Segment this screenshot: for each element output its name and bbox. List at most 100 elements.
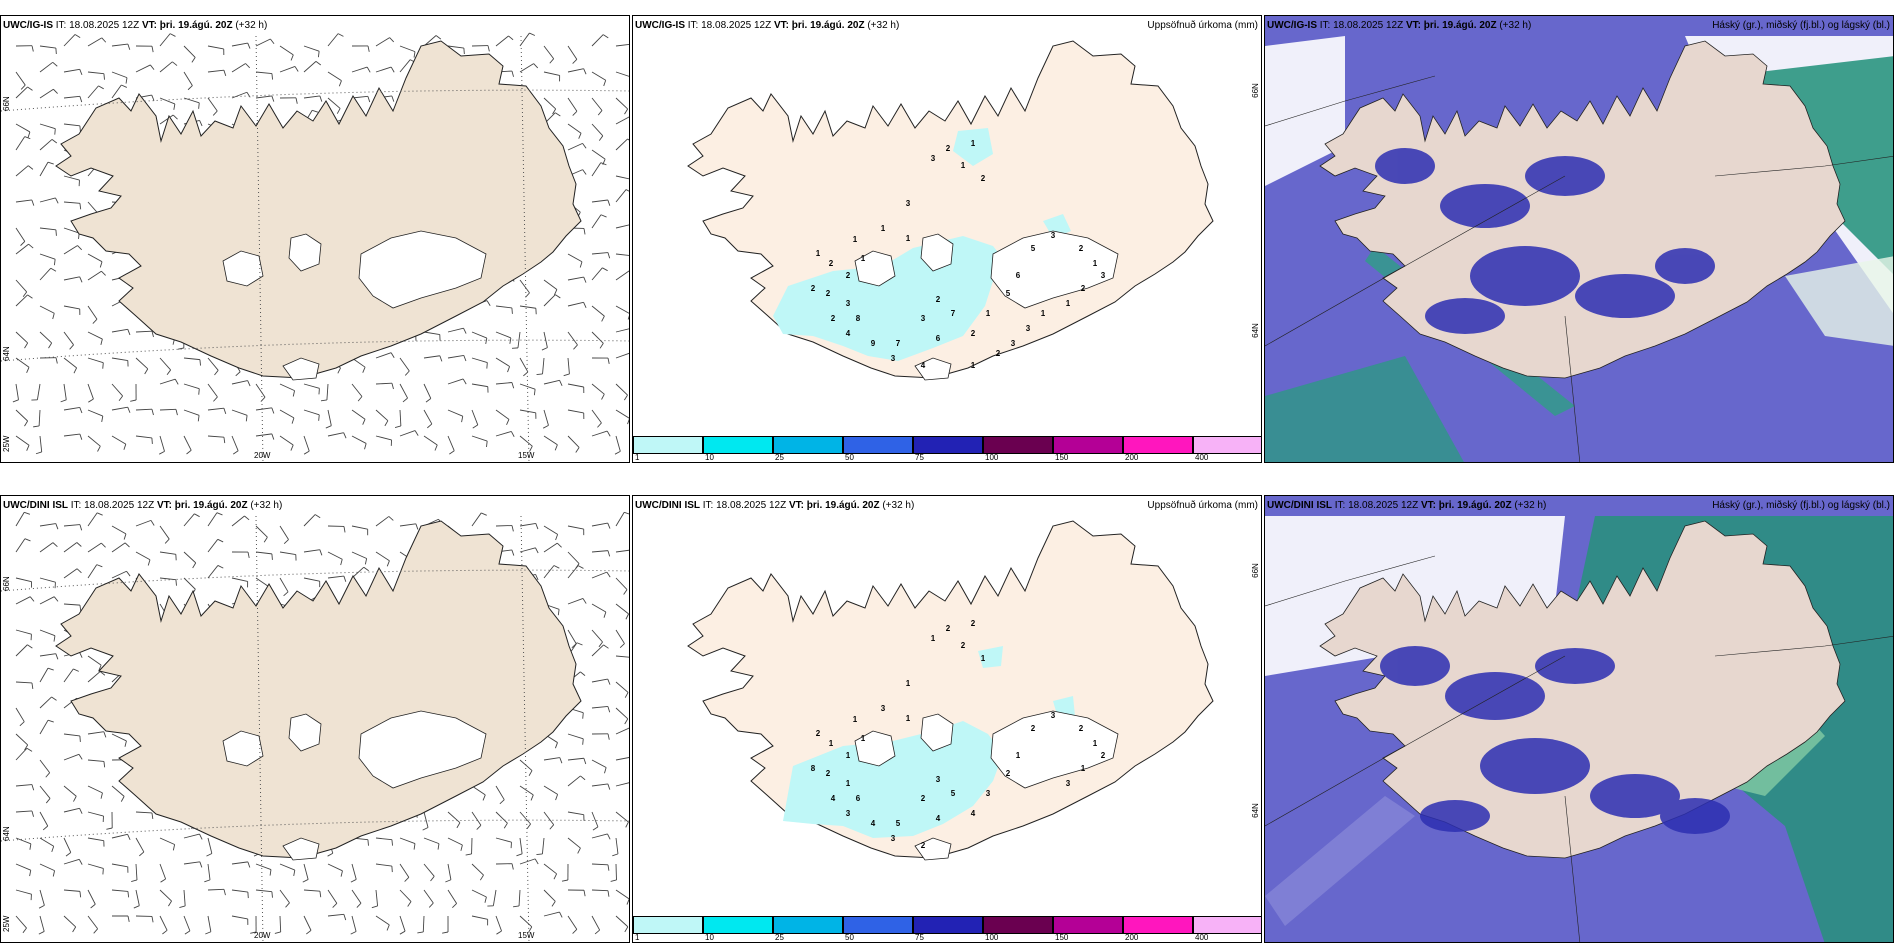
colorbar-tick-label: 1 [635, 933, 640, 942]
colorbar-tick-label: 25 [775, 453, 784, 462]
glacier [288, 713, 322, 752]
precip-colorbar [633, 916, 1261, 934]
precip-value-label: 8 [856, 314, 861, 323]
mid-cloud-patch [1470, 246, 1580, 306]
precip-value-label: 1 [971, 361, 976, 370]
glaciers [854, 710, 1119, 861]
colorbar-tick-label: 200 [1125, 933, 1139, 942]
lon-label-15w: 15W [518, 451, 535, 460]
lat-label-66n: 66N [1251, 83, 1261, 98]
precip-value-label: 3 [906, 199, 911, 208]
precip-value-label: 2 [946, 144, 951, 153]
precip-value-label: 6 [1016, 271, 1021, 280]
precip-value-label: 1 [1041, 309, 1046, 318]
colorbar-swatch [703, 916, 773, 934]
precip-value-label: 2 [921, 841, 926, 850]
cloud-panel-title: Háský (gr.), miðský (fj.bl.) og lágský (… [1712, 20, 1890, 31]
mid-cloud-patch [1535, 648, 1615, 684]
precip-value-label: 3 [1026, 324, 1031, 333]
precip-value-label: 2 [981, 174, 986, 183]
precip-value-label: 1 [1016, 751, 1021, 760]
precip-value-label: 2 [831, 314, 836, 323]
precip-value-label: 2 [826, 289, 831, 298]
mid-cloud-patch [1660, 798, 1730, 834]
precip-value-label: 6 [856, 794, 861, 803]
precip-panel-title: Uppsöfnuð úrkoma (mm) [1147, 20, 1258, 31]
colorbar-tick-label: 150 [1055, 453, 1069, 462]
lon-label-25w: 25W [2, 915, 11, 932]
precip-value-label: 1 [861, 254, 866, 263]
lat-label-66n: 66N [1251, 563, 1261, 578]
glacier [282, 837, 320, 861]
colorbar-swatch [1123, 916, 1193, 934]
mid-cloud-patch [1420, 800, 1490, 832]
map-projection-lines [1265, 75, 1893, 462]
precip-value-label: 1 [829, 739, 834, 748]
colorbar-tick-label: 100 [985, 453, 999, 462]
glacier [920, 233, 954, 272]
precip-value-label: 5 [1031, 244, 1036, 253]
precip-value-label: 3 [936, 775, 941, 784]
precip-areas [783, 646, 1075, 838]
precip-value-label: 2 [816, 729, 821, 738]
high-cloud-southwest [1265, 356, 1464, 462]
precip-area [978, 646, 1003, 668]
precip-area [953, 128, 993, 166]
precip-value-label: 2 [1079, 724, 1084, 733]
precip-value-label: 5 [896, 819, 901, 828]
thin-cloud-east [1785, 256, 1893, 346]
cloud-map-canvas [1265, 16, 1893, 462]
colorbar-tick-label: 150 [1055, 933, 1069, 942]
glacier [358, 230, 487, 309]
precip-value-label: 1 [981, 654, 986, 663]
colorbar-tick-label: 400 [1195, 453, 1209, 462]
colorbar-swatch [1193, 436, 1261, 454]
colorbar-tick-label: 50 [845, 453, 854, 462]
precip-value-label: 1 [853, 235, 858, 244]
colorbar-swatch [773, 916, 843, 934]
mid-cloud-patch [1655, 248, 1715, 284]
precip-value-label: 1 [931, 634, 936, 643]
lon-label-20w: 20W [254, 931, 271, 940]
precip-colorbar-ticks: 1 10 25 50 75 100 150 200 400 [633, 933, 1261, 942]
lat-label-64n: 64N [1251, 323, 1261, 338]
wind-map-canvas [1, 511, 629, 942]
glaciers [222, 710, 487, 861]
precip-value-label: 4 [871, 819, 876, 828]
precip-value-label: 1 [961, 161, 966, 170]
glacier [914, 837, 952, 861]
precip-colorbar-ticks: 1 10 25 50 75 100 150 200 400 [633, 453, 1261, 462]
precip-value-label: 1 [971, 139, 976, 148]
precip-value-label: 3 [1101, 271, 1106, 280]
precip-value-label: 1 [1093, 259, 1098, 268]
precip-value-label: 2 [1101, 751, 1106, 760]
precip-area [783, 721, 1003, 838]
lon-label-20w: 20W [254, 451, 271, 460]
precip-value-label: 2 [826, 769, 831, 778]
cloud-panel-title: Háský (gr.), miðský (fj.bl.) og lágský (… [1712, 500, 1890, 511]
precip-value-label: 1 [861, 734, 866, 743]
panel-header: UWC/IG-IS IT: 18.08.2025 12Z VT: þri. 19… [1267, 20, 1532, 31]
colorbar-tick-label: 75 [915, 453, 924, 462]
colorbar-swatch [703, 436, 773, 454]
glacier [282, 357, 320, 381]
precip-value-label: 1 [986, 309, 991, 318]
colorbar-tick-label: 50 [845, 933, 854, 942]
glacier [222, 730, 264, 767]
colorbar-swatch [1053, 916, 1123, 934]
precip-value-label: 3 [931, 154, 936, 163]
precip-value-label: 3 [1051, 711, 1056, 720]
precip-value-label: 4 [921, 361, 926, 370]
precip-value-label: 1 [816, 249, 821, 258]
panel-header: UWC/IG-IS IT: 18.08.2025 12Z VT: þri. 19… [3, 20, 268, 31]
colorbar-swatch [1193, 916, 1261, 934]
precip-value-label: 2 [946, 624, 951, 633]
precip-value-label: 5 [1006, 289, 1011, 298]
precip-value-label: 1 [906, 679, 911, 688]
colorbar-tick-label: 1 [635, 453, 640, 462]
mid-cloud-patches [1375, 148, 1715, 334]
precip-value-label: 4 [971, 809, 976, 818]
panel-header: UWC/IG-IS IT: 18.08.2025 12Z VT: þri. 19… [635, 20, 900, 31]
